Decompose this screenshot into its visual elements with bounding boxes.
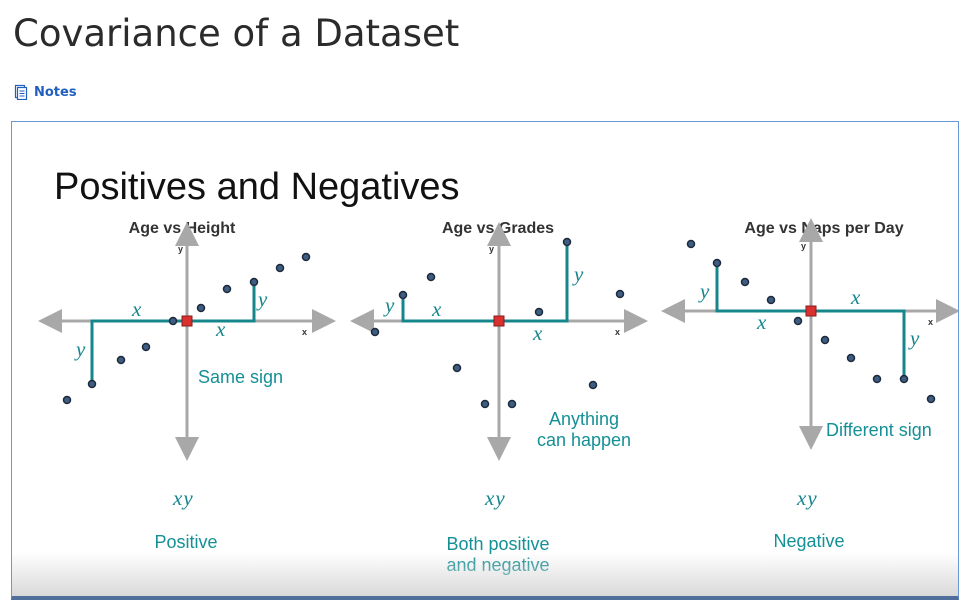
slide-canvas: Positives and Negatives Age vs Height y … <box>38 166 958 575</box>
data-point <box>87 379 97 389</box>
data-point <box>116 355 126 365</box>
data-point <box>793 316 803 326</box>
panel-caption-line: can happen <box>537 430 631 450</box>
y-label: y <box>256 287 268 311</box>
data-point <box>426 272 436 282</box>
data-point <box>686 239 696 249</box>
x-label: x <box>131 297 142 321</box>
data-point <box>562 237 572 247</box>
panel-result-line: Both positive <box>446 534 549 554</box>
xy-product-label: xy <box>796 486 818 510</box>
data-point <box>168 316 178 326</box>
data-point <box>196 303 206 313</box>
y-axis-tick-label: y <box>489 244 494 254</box>
data-point <box>275 263 285 273</box>
panel-age-vs-height: Age vs Height y x x y x y <box>38 220 336 552</box>
deviation-lines-right <box>811 309 906 379</box>
data-point <box>480 399 490 409</box>
x-label: x <box>215 317 226 341</box>
panel-caption: Same sign <box>198 367 283 387</box>
data-point <box>712 258 722 268</box>
notes-label: Notes <box>34 84 77 100</box>
x-axis-tick-label: x <box>615 327 620 337</box>
panel-result: Positive <box>154 532 217 552</box>
page-title: Covariance of a Dataset <box>13 12 460 55</box>
y-axis-tick-label: y <box>178 244 183 254</box>
panel-title: Age vs Height <box>129 220 236 237</box>
deviation-lines-right <box>187 282 256 323</box>
mean-marker <box>493 315 505 327</box>
y-label: y <box>572 262 584 286</box>
slide-frame: Positives and Negatives Age vs Height y … <box>11 121 959 600</box>
data-point <box>820 335 830 345</box>
data-point <box>872 374 882 384</box>
data-point <box>370 327 380 337</box>
deviation-lines-left <box>90 319 187 384</box>
xy-product-label: xy <box>172 486 194 510</box>
data-point <box>398 290 408 300</box>
y-axis-tick-label: y <box>801 241 806 251</box>
mean-marker <box>805 305 817 317</box>
x-axis-tick-label: x <box>302 327 307 337</box>
slide-heading: Positives and Negatives <box>54 166 460 208</box>
y-label: y <box>908 326 920 350</box>
data-point <box>740 277 750 287</box>
data-point <box>846 353 856 363</box>
panel-caption-line: Anything <box>549 409 619 429</box>
panel-caption: Different sign <box>826 420 932 440</box>
xy-product-label: xy <box>484 486 506 510</box>
y-label: y <box>383 293 395 317</box>
mean-marker <box>181 315 193 327</box>
data-point <box>588 380 598 390</box>
data-point <box>249 277 259 287</box>
y-label: y <box>74 337 86 361</box>
panel-age-vs-grades: Age vs Grades y x x y x y <box>350 220 648 575</box>
data-point <box>301 252 311 262</box>
data-point <box>899 374 909 384</box>
x-label: x <box>431 297 442 321</box>
deviation-lines-left <box>401 295 499 323</box>
data-point <box>452 363 462 373</box>
panel-result: Negative <box>773 531 844 551</box>
data-point <box>141 342 151 352</box>
data-point <box>534 307 544 317</box>
x-label: x <box>756 310 767 334</box>
data-point <box>766 295 776 305</box>
data-point <box>926 394 936 404</box>
deviation-lines-left <box>715 263 811 313</box>
panel-result-line: and negative <box>446 555 549 575</box>
panel-age-vs-naps-per-day: Age vs Naps per Day y x x y x y <box>661 218 958 551</box>
notes-link[interactable]: Notes <box>14 84 77 100</box>
x-label: x <box>532 321 543 345</box>
y-label: y <box>698 279 710 303</box>
x-label: x <box>850 285 861 309</box>
data-point <box>507 399 517 409</box>
x-axis-tick-label: x <box>928 317 933 327</box>
data-point <box>222 284 232 294</box>
data-point <box>615 289 625 299</box>
panel-title: Age vs Naps per Day <box>744 220 903 237</box>
notes-icon <box>14 84 28 100</box>
deviation-lines-right <box>499 242 569 323</box>
data-point <box>62 395 72 405</box>
